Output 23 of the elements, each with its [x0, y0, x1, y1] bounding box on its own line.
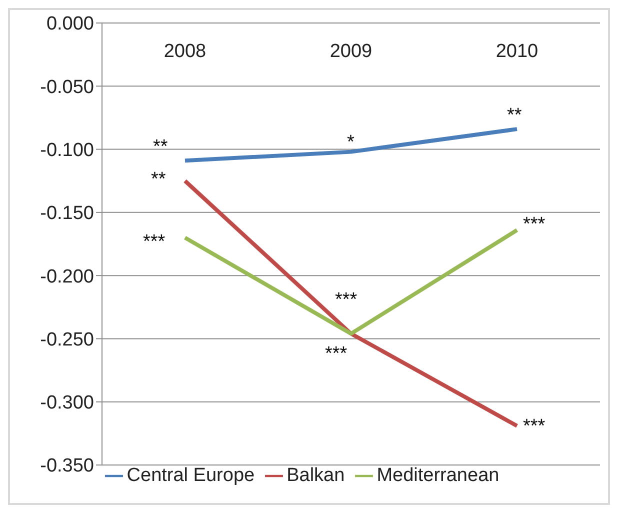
annotation: ***	[143, 232, 166, 253]
x-tick-label: 2010	[496, 41, 538, 62]
y-tick-label: -0.300	[40, 392, 94, 414]
annotation: **	[507, 105, 522, 126]
x-tick-label: 2009	[330, 41, 372, 62]
y-tick-label: -0.150	[40, 203, 94, 224]
annotation: *	[347, 132, 355, 153]
legend-label: Mediterranean	[376, 465, 500, 486]
annotation: **	[153, 136, 168, 158]
y-tick-label: 0.000	[46, 14, 94, 35]
x-tick-label: 2008	[164, 41, 206, 62]
y-tick-label: -0.050	[40, 76, 94, 98]
y-tick-label: -0.100	[40, 140, 94, 162]
annotation: ***	[325, 344, 348, 365]
y-tick-label: -0.350	[40, 456, 94, 477]
annotation: ***	[523, 214, 546, 236]
annotation: **	[151, 168, 166, 190]
annotation: ***	[523, 416, 546, 437]
y-tick-label: -0.200	[40, 266, 94, 288]
y-tick-label: -0.250	[40, 329, 94, 350]
annotation: ***	[335, 290, 358, 311]
legend-label: Central Europe	[126, 465, 255, 486]
legend-label: Balkan	[286, 465, 345, 486]
